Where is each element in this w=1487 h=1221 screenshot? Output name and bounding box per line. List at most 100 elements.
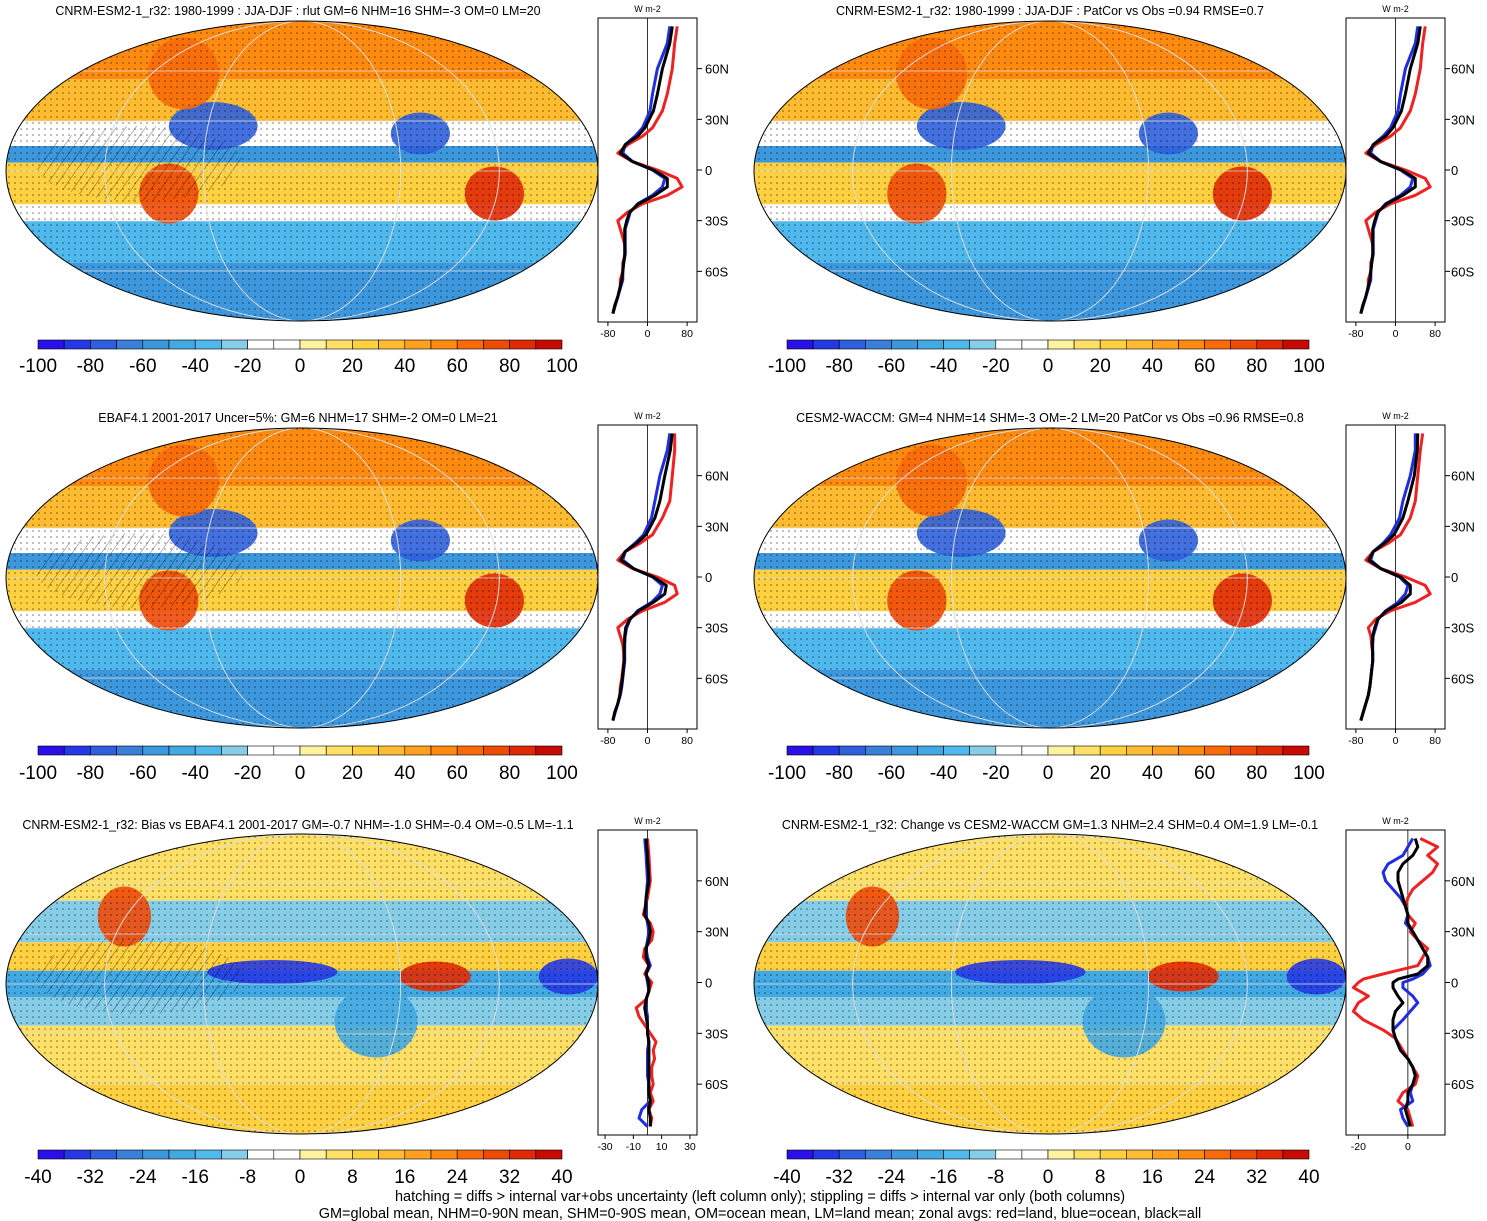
colorbar-label: -40 xyxy=(181,763,208,784)
colorbar-label: -60 xyxy=(129,763,156,784)
colorbar-swatch xyxy=(1178,1149,1205,1160)
footnote-line2: GM=global mean, NHM=0-90N mean, SHM=0-90… xyxy=(319,1206,1202,1221)
colorbar-swatch xyxy=(509,745,537,756)
colorbar-swatch xyxy=(969,745,997,756)
colorbar-label: 40 xyxy=(394,356,415,377)
colorbar-label: 40 xyxy=(1142,356,1163,377)
graticule-meridian xyxy=(104,428,500,728)
colorbar-swatch xyxy=(995,1149,1023,1160)
colorbar-swatch xyxy=(1099,745,1127,756)
colorbar-swatch xyxy=(325,339,353,350)
colorbar-swatch xyxy=(891,1149,918,1160)
colorbar-swatch xyxy=(221,1149,248,1160)
zonal-xtick-label: 80 xyxy=(1429,735,1441,747)
colorbar-swatch xyxy=(1282,745,1310,756)
hatching xyxy=(35,126,243,201)
colorbar-label: 60 xyxy=(1194,763,1215,784)
zonal-xtick-label: -20 xyxy=(1351,1141,1366,1153)
colorbar-label: 32 xyxy=(1246,1167,1267,1188)
zonal-line-land xyxy=(1351,837,1440,1127)
colorbar-swatch xyxy=(352,339,379,350)
colorbar-label: 8 xyxy=(1095,1167,1106,1188)
colorbar-swatch xyxy=(969,1149,997,1160)
colorbar-swatch xyxy=(1256,339,1284,350)
colorbar-swatch xyxy=(90,339,117,350)
zonal-xtick-label: 0 xyxy=(645,328,651,340)
colorbar-swatch xyxy=(891,339,918,350)
colorbar-swatch xyxy=(1099,339,1127,350)
colorbar-label: 100 xyxy=(1293,356,1325,377)
colorbar-swatch xyxy=(1256,745,1284,756)
colorbar-label: -40 xyxy=(181,356,208,377)
colorbar-swatch xyxy=(194,339,222,350)
colorbar-swatch xyxy=(1047,745,1075,756)
colorbar-swatch xyxy=(943,339,970,350)
panel-bias: -40 -32 -24 -16 -8 0 8 16 24 32 40 W m-2 -30 -10 10 30 6… xyxy=(5,816,729,1188)
colorbar-swatch xyxy=(1204,339,1231,350)
colorbar-swatch xyxy=(1152,745,1179,756)
colorbar-swatch xyxy=(483,745,510,756)
zonal-unit: W m-2 xyxy=(1382,411,1409,421)
panel-cnrm-patcor: -100 -80 -60 -40 -20 0 20 40 60 80 100 W m-2 -80 0 80 6… xyxy=(753,4,1475,377)
zonal-xtick-label: 0 xyxy=(1405,1141,1411,1153)
zonal-xtick-label: 80 xyxy=(681,328,693,340)
colorbar-swatch xyxy=(1230,745,1258,756)
lat-label: 0 xyxy=(1451,163,1458,178)
colorbar-swatch xyxy=(786,1149,814,1160)
zonal-xtick-label: 0 xyxy=(1393,735,1399,747)
zonal-unit: W m-2 xyxy=(634,4,661,14)
colorbar-swatch xyxy=(430,339,458,350)
colorbar-label: -80 xyxy=(825,356,852,377)
colorbar-label: -20 xyxy=(982,356,1009,377)
colorbar-label: -40 xyxy=(773,1167,800,1188)
colorbar-swatch xyxy=(483,339,510,350)
lat-label: 30N xyxy=(705,925,729,940)
colorbar-label: -8 xyxy=(987,1167,1004,1188)
colorbar-label: 0 xyxy=(1043,1167,1054,1188)
colorbar-label: 0 xyxy=(295,356,306,377)
colorbar-swatch xyxy=(404,339,432,350)
colorbar-swatch xyxy=(456,339,484,350)
colorbar-swatch xyxy=(838,339,866,350)
lat-label: 0 xyxy=(705,163,712,178)
colorbar-swatch xyxy=(1152,1149,1179,1160)
colorbar-swatch xyxy=(1047,339,1075,350)
lat-label: 60S xyxy=(705,264,728,279)
lat-label: 60N xyxy=(1451,469,1475,484)
colorbar-label: 80 xyxy=(1246,356,1267,377)
colorbar-label: 100 xyxy=(1293,763,1325,784)
zonal-xtick-label: -80 xyxy=(600,735,615,747)
colorbar-swatch xyxy=(194,745,222,756)
panel-cesm2: -100 -80 -60 -40 -20 0 20 40 60 80 100 W m-2 -80 0 80 6… xyxy=(753,411,1475,784)
colorbar-swatch xyxy=(1204,745,1231,756)
graticule-meridian xyxy=(852,428,1248,728)
colorbar-label: -80 xyxy=(77,356,104,377)
colorbar-swatch xyxy=(168,339,196,350)
lat-label: 30S xyxy=(705,214,728,229)
colorbar-label: -100 xyxy=(768,356,806,377)
colorbar-swatch xyxy=(116,339,144,350)
graticule-meridian xyxy=(950,834,1150,1134)
zonal-line-all xyxy=(611,433,674,721)
zonal-line-all xyxy=(611,26,674,314)
colorbar-swatch xyxy=(90,1149,117,1160)
colorbar-swatch xyxy=(299,339,327,350)
colorbar-label: 40 xyxy=(1142,763,1163,784)
panel-title: CESM2-WACCM: GM=4 NHM=14 SHM=-3 OM=-2 LM… xyxy=(796,411,1304,425)
lat-label: 60N xyxy=(705,874,729,889)
colorbar-swatch xyxy=(404,745,432,756)
colorbar-label: -16 xyxy=(181,1167,208,1188)
lat-label: 30N xyxy=(1451,112,1475,127)
colorbar-swatch xyxy=(483,1149,510,1160)
colorbar-swatch xyxy=(299,1149,327,1160)
colorbar-swatch xyxy=(325,1149,353,1160)
colorbar-swatch xyxy=(221,745,248,756)
lat-label: 30S xyxy=(1451,1026,1474,1041)
colorbar-swatch xyxy=(943,745,970,756)
colorbar-swatch xyxy=(838,745,866,756)
colorbar-swatch xyxy=(1021,339,1049,350)
colorbar-swatch xyxy=(1178,745,1205,756)
colorbar-swatch xyxy=(1126,1149,1153,1160)
colorbar-swatch xyxy=(1047,1149,1075,1160)
